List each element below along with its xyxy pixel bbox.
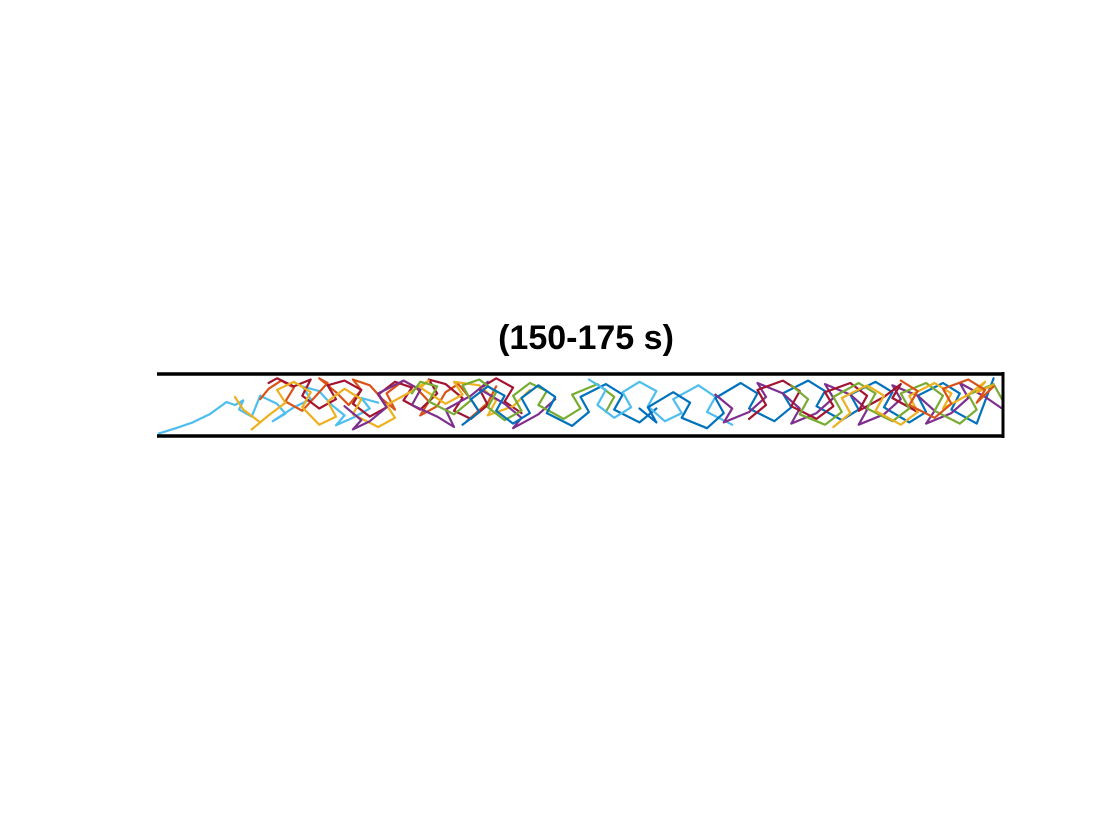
trajectory-line-11: [747, 379, 919, 420]
trajectory-line-7: [461, 383, 658, 427]
trajectory-line-1: [157, 385, 380, 435]
trajectory-line-10: [714, 381, 1004, 426]
trajectory-line-12: [790, 381, 1004, 426]
trajectory-line-4: [233, 379, 532, 431]
trajectory-line-3: [267, 377, 523, 420]
trajectory-line-13: [832, 380, 995, 429]
trajectory-group: [157, 377, 1004, 435]
trajectory-line-6: [410, 378, 616, 422]
chart-title: (150-175 s): [498, 319, 674, 357]
trajectory-line-5: [343, 379, 557, 431]
plot-area: [157, 372, 1005, 438]
trajectory-line-8: [587, 378, 734, 426]
trajectory-line-14: [899, 378, 995, 419]
